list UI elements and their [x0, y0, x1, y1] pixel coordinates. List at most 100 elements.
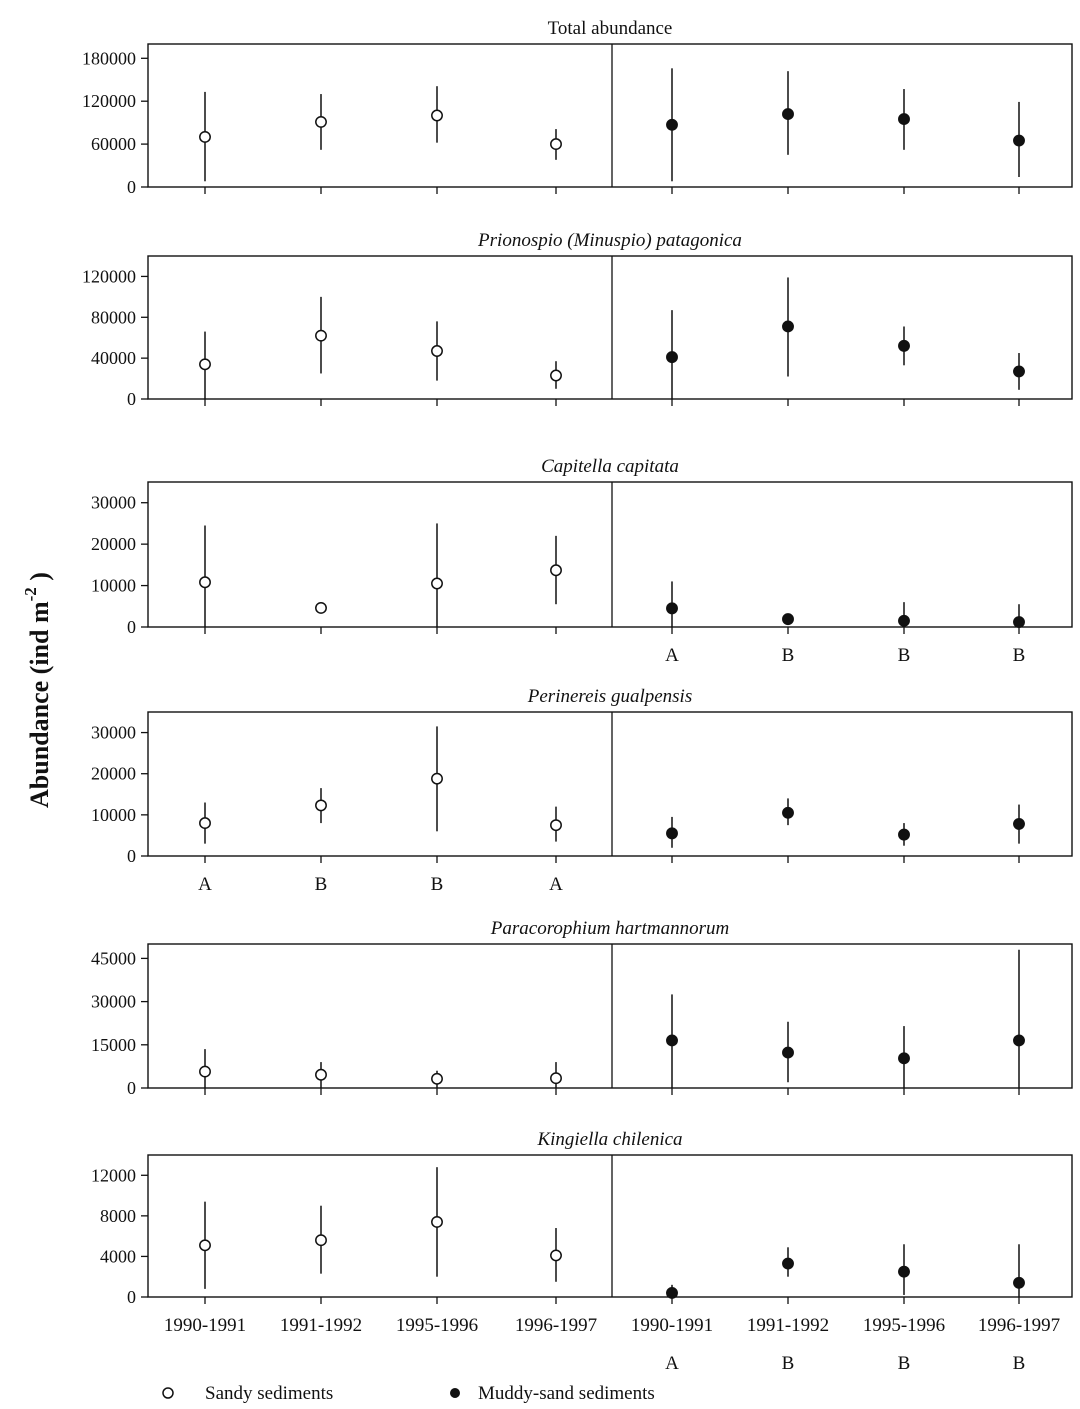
muddy-point [666, 827, 678, 840]
muddy-point [666, 1034, 678, 1047]
significance-letter: A [665, 1353, 679, 1374]
sandy-point [199, 1239, 211, 1252]
muddy-point [898, 113, 910, 126]
panel-prionospio: Prionospio (Minuspio) patagonica 0 40000 80… [82, 230, 1073, 409]
y-tick-label: 0 [127, 1078, 136, 1098]
y-tick-label: 20000 [91, 764, 136, 784]
muddy-point [898, 1265, 910, 1278]
y-tick-label: 8000 [100, 1206, 136, 1226]
y-tick-label: 10000 [91, 576, 136, 596]
sandy-point [199, 817, 211, 830]
x-category-label: 1991-1992 [280, 1315, 362, 1336]
sandy-point [199, 358, 211, 371]
sandy-point [431, 345, 443, 357]
sandy-point [431, 772, 443, 785]
significance-letter: B [315, 874, 328, 895]
significance-letter: A [665, 645, 679, 666]
y-tick-label: 180000 [82, 48, 136, 68]
y-axis-label: Abundance (ind m-2 ) [21, 572, 54, 808]
y-tick-label: 12000 [91, 1165, 136, 1185]
muddy-point [666, 602, 678, 615]
muddy-point [1013, 1034, 1025, 1047]
sandy-point [315, 115, 327, 128]
muddy-point [1013, 817, 1025, 830]
sandy-point [199, 1065, 211, 1078]
sandy-point [315, 1068, 327, 1081]
significance-letter: A [198, 874, 212, 895]
sandy-point [315, 329, 327, 342]
panel-paracorophium: Paracorophium hartmannorum 0 15000 30000 450… [91, 918, 1073, 1098]
muddy-point [666, 1286, 678, 1299]
y-tick-label: 15000 [91, 1035, 136, 1055]
muddy-point [666, 118, 678, 131]
muddy-point [1013, 616, 1025, 628]
legend-sandy-label: Sandy sediments [205, 1383, 333, 1404]
muddy-point [782, 1046, 794, 1059]
y-tick-label: 30000 [91, 992, 136, 1012]
muddy-point [782, 806, 794, 819]
x-category-label: 1990-1991 [631, 1315, 713, 1336]
muddy-point [1013, 1276, 1025, 1289]
y-tick-label: 120000 [82, 266, 136, 286]
y-tick-label: 0 [127, 617, 136, 637]
significance-letter: B [898, 1353, 911, 1374]
y-tick-label: 0 [127, 1287, 136, 1307]
x-category-label: 1990-1991 [164, 1315, 246, 1336]
y-tick-label: 0 [127, 846, 136, 866]
sandy-point [199, 576, 211, 589]
muddy-point [1013, 134, 1025, 147]
sandy-point [550, 819, 562, 832]
panel-title: Paracorophium hartmannorum [490, 918, 729, 939]
panel-frame [147, 255, 1073, 400]
y-tick-label: 30000 [91, 723, 136, 743]
significance-letter: B [1013, 1353, 1026, 1374]
muddy-point [898, 1052, 910, 1065]
legend: Sandy sediments Muddy-sand sediments [162, 1383, 655, 1404]
x-category-label: 1995-1996 [396, 1315, 478, 1336]
panel-perinereis: Perinereis gualpensis 0 10000 20000 30000 A B B… [91, 686, 1073, 895]
significance-letter: B [1013, 645, 1026, 666]
panel-title: Prionospio (Minuspio) patagonica [477, 230, 742, 251]
sandy-point [315, 601, 327, 614]
significance-letter: B [898, 645, 911, 666]
significance-letter: B [782, 1353, 795, 1374]
x-category-label: 1996-1997 [978, 1315, 1060, 1336]
y-tick-label: 80000 [91, 307, 136, 327]
sandy-point [431, 1215, 443, 1228]
panel-title: Capitella capitata [541, 456, 679, 477]
panel-title: Perinereis gualpensis [527, 686, 692, 707]
panel-frame [147, 711, 1073, 857]
muddy-point [782, 1257, 794, 1270]
y-tick-label: 0 [127, 177, 136, 197]
sandy-point [431, 109, 443, 122]
significance-letter: A [549, 874, 563, 895]
y-tick-label: 45000 [91, 948, 136, 968]
sandy-point [315, 799, 327, 812]
muddy-point [898, 614, 910, 627]
muddy-point [782, 108, 794, 121]
x-category-label: 1996-1997 [515, 1315, 597, 1336]
legend-sandy-marker [162, 1387, 174, 1399]
sandy-point [550, 1072, 562, 1085]
panel-frame [147, 943, 1073, 1089]
muddy-point [782, 320, 794, 333]
y-tick-label: 0 [127, 389, 136, 409]
y-tick-label: 4000 [100, 1246, 136, 1266]
x-category-label: 1995-1996 [863, 1315, 945, 1336]
sandy-point [550, 369, 562, 382]
muddy-point [666, 351, 678, 364]
panel-frame [147, 43, 1073, 188]
significance-letter: B [431, 874, 444, 895]
sandy-point [550, 564, 562, 577]
y-tick-label: 60000 [91, 134, 136, 154]
y-tick-label: 20000 [91, 534, 136, 554]
sandy-point [315, 1234, 327, 1247]
muddy-point [898, 828, 910, 841]
y-tick-label: 120000 [82, 91, 136, 111]
x-category-label: 1991-1992 [747, 1315, 829, 1336]
panel-total: Total abundance 0 60000 120000 180000 [82, 18, 1073, 197]
panel-kingiella: Kingiella chilenica 0 4000 8000 12000 A B B B 199… [91, 1129, 1073, 1374]
legend-muddy-marker [450, 1388, 460, 1398]
panel-frame [147, 1154, 1073, 1298]
